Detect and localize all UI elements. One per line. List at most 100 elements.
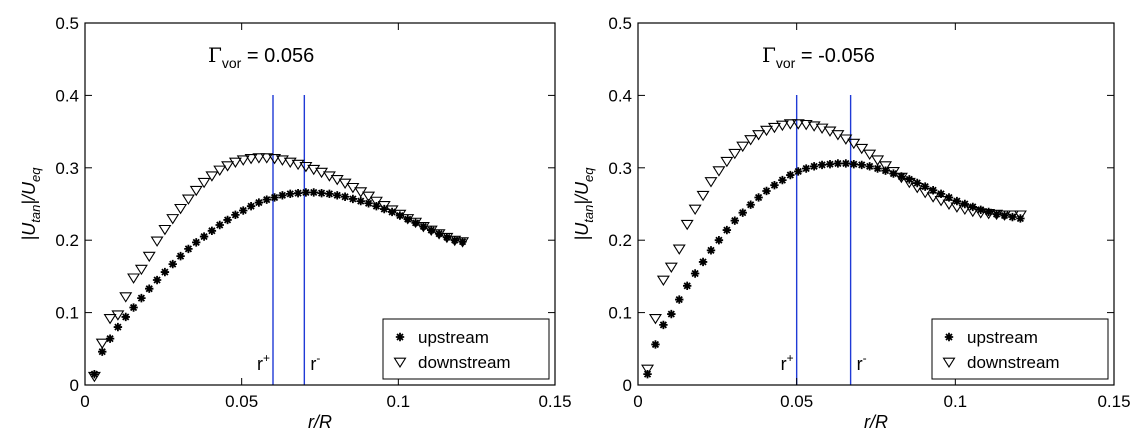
data-point-downstream	[712, 166, 726, 177]
data-point-upstream	[889, 169, 898, 178]
data-point-downstream	[894, 172, 908, 184]
data-point-downstream	[982, 209, 996, 220]
data-point-upstream	[262, 195, 271, 204]
data-point-downstream	[142, 251, 156, 263]
data-point-upstream	[427, 225, 436, 235]
data-point-downstream	[150, 236, 164, 247]
data-point-upstream	[223, 215, 232, 225]
chart-1: 0 0.05 0.1 0.15 0 0.1 0.2 0.3 0.4 0.5 r/R |Utan|/Ue…	[19, 14, 572, 432]
legend-box	[382, 318, 550, 380]
data-point-upstream	[317, 188, 326, 198]
data-point-upstream	[1000, 211, 1009, 220]
data-point-downstream	[283, 157, 297, 168]
data-point-downstream	[966, 206, 980, 218]
data-point-upstream	[325, 189, 334, 199]
legend-label: downstream	[418, 353, 511, 372]
data-point-downstream	[744, 135, 758, 146]
data-point-downstream	[291, 159, 305, 171]
data-point-upstream	[278, 191, 287, 200]
data-point-downstream	[720, 156, 734, 168]
y-axis-title: |Utan|/Ueq	[19, 167, 43, 241]
data-point-downstream	[1013, 210, 1027, 221]
legend: upstream downstream	[931, 318, 1109, 380]
data-point-upstream	[1016, 214, 1025, 223]
x-tick-label: 0.05	[780, 392, 813, 411]
legend: upstream downstream	[382, 318, 550, 380]
data-point-upstream	[944, 193, 954, 202]
plot-frame	[84, 22, 556, 386]
data-point-upstream	[192, 238, 201, 247]
data-point-upstream	[458, 237, 467, 246]
y-tick-label: 0.2	[608, 231, 632, 250]
data-point-upstream	[286, 189, 295, 199]
plot-frame	[637, 22, 1115, 386]
y-tick-label: 0.1	[608, 304, 632, 323]
data-point-downstream	[950, 202, 964, 213]
data-point-downstream	[775, 120, 789, 132]
data-point-downstream	[1005, 210, 1019, 221]
data-point-downstream	[728, 148, 742, 160]
data-point-downstream	[672, 244, 686, 255]
data-point-downstream	[221, 161, 235, 172]
legend-marker-upstream	[395, 332, 405, 342]
data-point-downstream	[823, 126, 837, 137]
y-tick-label: 0.4	[55, 86, 79, 105]
data-point-upstream	[651, 340, 660, 349]
data-point-upstream	[152, 275, 162, 285]
data-point-upstream	[309, 188, 318, 197]
data-point-downstream	[103, 313, 117, 325]
data-point-downstream	[119, 292, 133, 303]
series-upstream	[90, 188, 467, 379]
data-point-downstream	[197, 177, 211, 189]
chart-2: 0 0.05 0.1 0.15 0 0.1 0.2 0.3 0.4 0.5 r/R |Utan|/Ue…	[572, 14, 1131, 432]
data-point-upstream	[873, 164, 882, 173]
data-point-upstream	[293, 188, 303, 198]
data-point-upstream	[794, 167, 803, 176]
data-point-upstream	[348, 194, 358, 204]
legend-box	[931, 318, 1109, 380]
legend-marker-downstream	[942, 357, 956, 368]
data-point-upstream	[817, 160, 827, 170]
data-point-upstream	[121, 312, 130, 322]
data-point-upstream	[129, 303, 138, 312]
data-point-upstream	[849, 159, 858, 169]
data-point-upstream	[738, 208, 747, 217]
data-point-downstream	[783, 119, 797, 130]
y-tick-label: 0.4	[608, 86, 632, 105]
data-point-downstream	[688, 204, 702, 216]
legend-label: upstream	[967, 328, 1038, 347]
data-point-upstream	[246, 201, 256, 211]
data-point-upstream	[984, 207, 993, 217]
y-tick-label: 0.5	[608, 14, 632, 33]
data-point-upstream	[667, 309, 676, 319]
data-point-upstream	[698, 257, 708, 267]
data-point-upstream	[976, 205, 985, 214]
data-point-upstream	[419, 222, 428, 231]
data-point-downstream	[95, 338, 109, 349]
data-point-downstream	[268, 153, 282, 165]
data-point-downstream	[448, 235, 462, 247]
x-tick-label: 0.15	[538, 392, 571, 411]
data-point-downstream	[958, 204, 972, 216]
data-point-upstream	[145, 284, 154, 293]
data-point-upstream	[841, 159, 851, 168]
data-point-downstream	[641, 364, 655, 376]
data-point-downstream	[260, 153, 274, 164]
data-point-upstream	[936, 189, 946, 199]
data-point-downstream	[696, 190, 710, 202]
x-tick-label: 0.1	[944, 392, 968, 411]
legend-marker-upstream	[944, 332, 954, 342]
data-point-upstream	[364, 199, 373, 208]
data-point-downstream	[252, 153, 266, 164]
x-tick-label: 0	[80, 392, 89, 411]
data-point-upstream	[356, 196, 365, 206]
data-point-upstream	[992, 209, 1001, 219]
gamma-annotation: Γvor = -0.056	[762, 43, 875, 71]
data-point-downstream	[760, 125, 774, 137]
data-point-downstream	[704, 177, 718, 188]
y-tick-label: 0	[623, 376, 632, 395]
data-point-upstream	[333, 191, 342, 200]
data-point-upstream	[865, 162, 874, 171]
data-point-upstream	[395, 211, 405, 220]
